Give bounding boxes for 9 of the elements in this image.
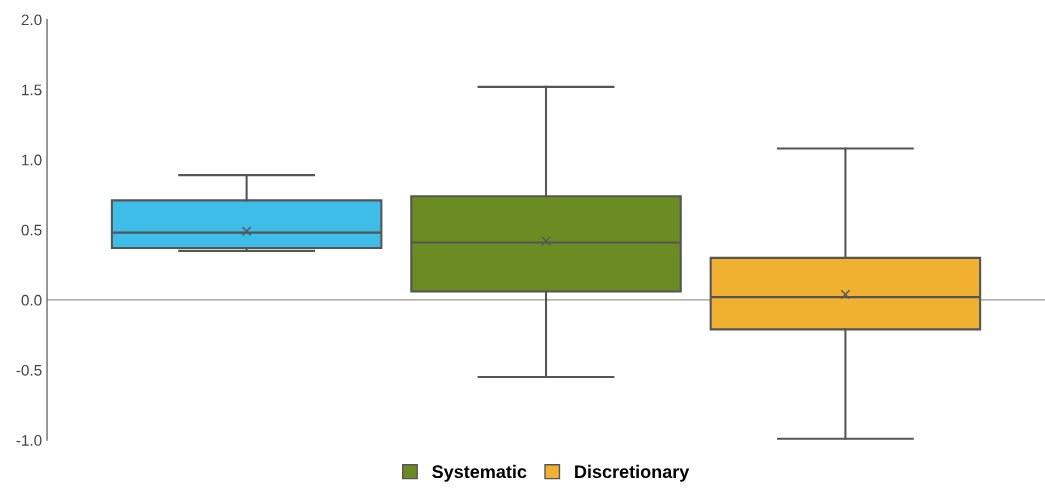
y-tick-label: -0.5	[16, 364, 42, 376]
y-tick-label: 0.0	[21, 294, 42, 306]
y-tick-label: 1.0	[22, 154, 42, 166]
y-tick-label: -1.0	[16, 434, 42, 446]
legend-label: Systematic	[432, 464, 527, 482]
y-tick-label: 2.0	[21, 14, 42, 26]
y-tick-label: 0.5	[21, 224, 42, 236]
y-tick-label: 1.5	[22, 84, 42, 96]
legend-label: Discretionary	[575, 464, 690, 482]
